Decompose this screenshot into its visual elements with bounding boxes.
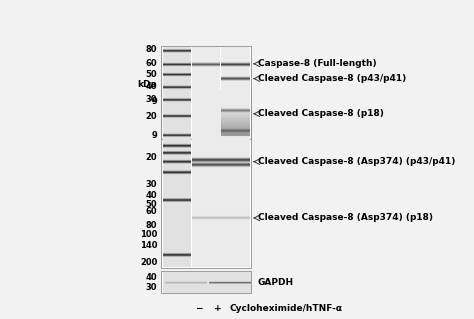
Text: Cleaved Caspase-8 (p43/p41): Cleaved Caspase-8 (p43/p41) xyxy=(258,74,406,83)
Text: 200: 200 xyxy=(140,258,157,267)
Text: 9: 9 xyxy=(152,97,157,106)
Text: 30: 30 xyxy=(146,283,157,292)
Text: 30: 30 xyxy=(146,95,157,104)
Text: 40: 40 xyxy=(146,82,157,92)
Text: +: + xyxy=(214,304,222,313)
Text: Cleaved Caspase-8 (p18): Cleaved Caspase-8 (p18) xyxy=(258,109,384,118)
Text: 60: 60 xyxy=(146,59,157,68)
Text: 100: 100 xyxy=(140,230,157,240)
Text: 9: 9 xyxy=(152,131,157,140)
Text: 60: 60 xyxy=(146,207,157,216)
Text: Cleaved Caspase-8 (Asp374) (p18): Cleaved Caspase-8 (Asp374) (p18) xyxy=(258,213,433,222)
Text: 50: 50 xyxy=(146,200,157,209)
Text: 20: 20 xyxy=(146,112,157,121)
Text: kDa: kDa xyxy=(138,80,157,89)
Text: 80: 80 xyxy=(146,45,157,55)
Text: Caspase-8 (Full-length): Caspase-8 (Full-length) xyxy=(258,59,376,68)
Text: 140: 140 xyxy=(140,241,157,250)
Bar xyxy=(161,46,251,139)
Text: 40: 40 xyxy=(146,191,157,200)
Bar xyxy=(161,271,251,293)
Text: 40: 40 xyxy=(146,273,157,282)
Text: 50: 50 xyxy=(146,70,157,78)
Text: 30: 30 xyxy=(146,180,157,189)
Text: Cleaved Caspase-8 (Asp374) (p43/p41): Cleaved Caspase-8 (Asp374) (p43/p41) xyxy=(258,157,455,166)
Text: 80: 80 xyxy=(146,220,157,230)
Text: 20: 20 xyxy=(146,153,157,162)
Text: Cycloheximide/hTNF-α: Cycloheximide/hTNF-α xyxy=(230,304,343,313)
Text: −: − xyxy=(195,304,203,313)
Text: GAPDH: GAPDH xyxy=(258,278,294,287)
Bar xyxy=(161,89,251,268)
